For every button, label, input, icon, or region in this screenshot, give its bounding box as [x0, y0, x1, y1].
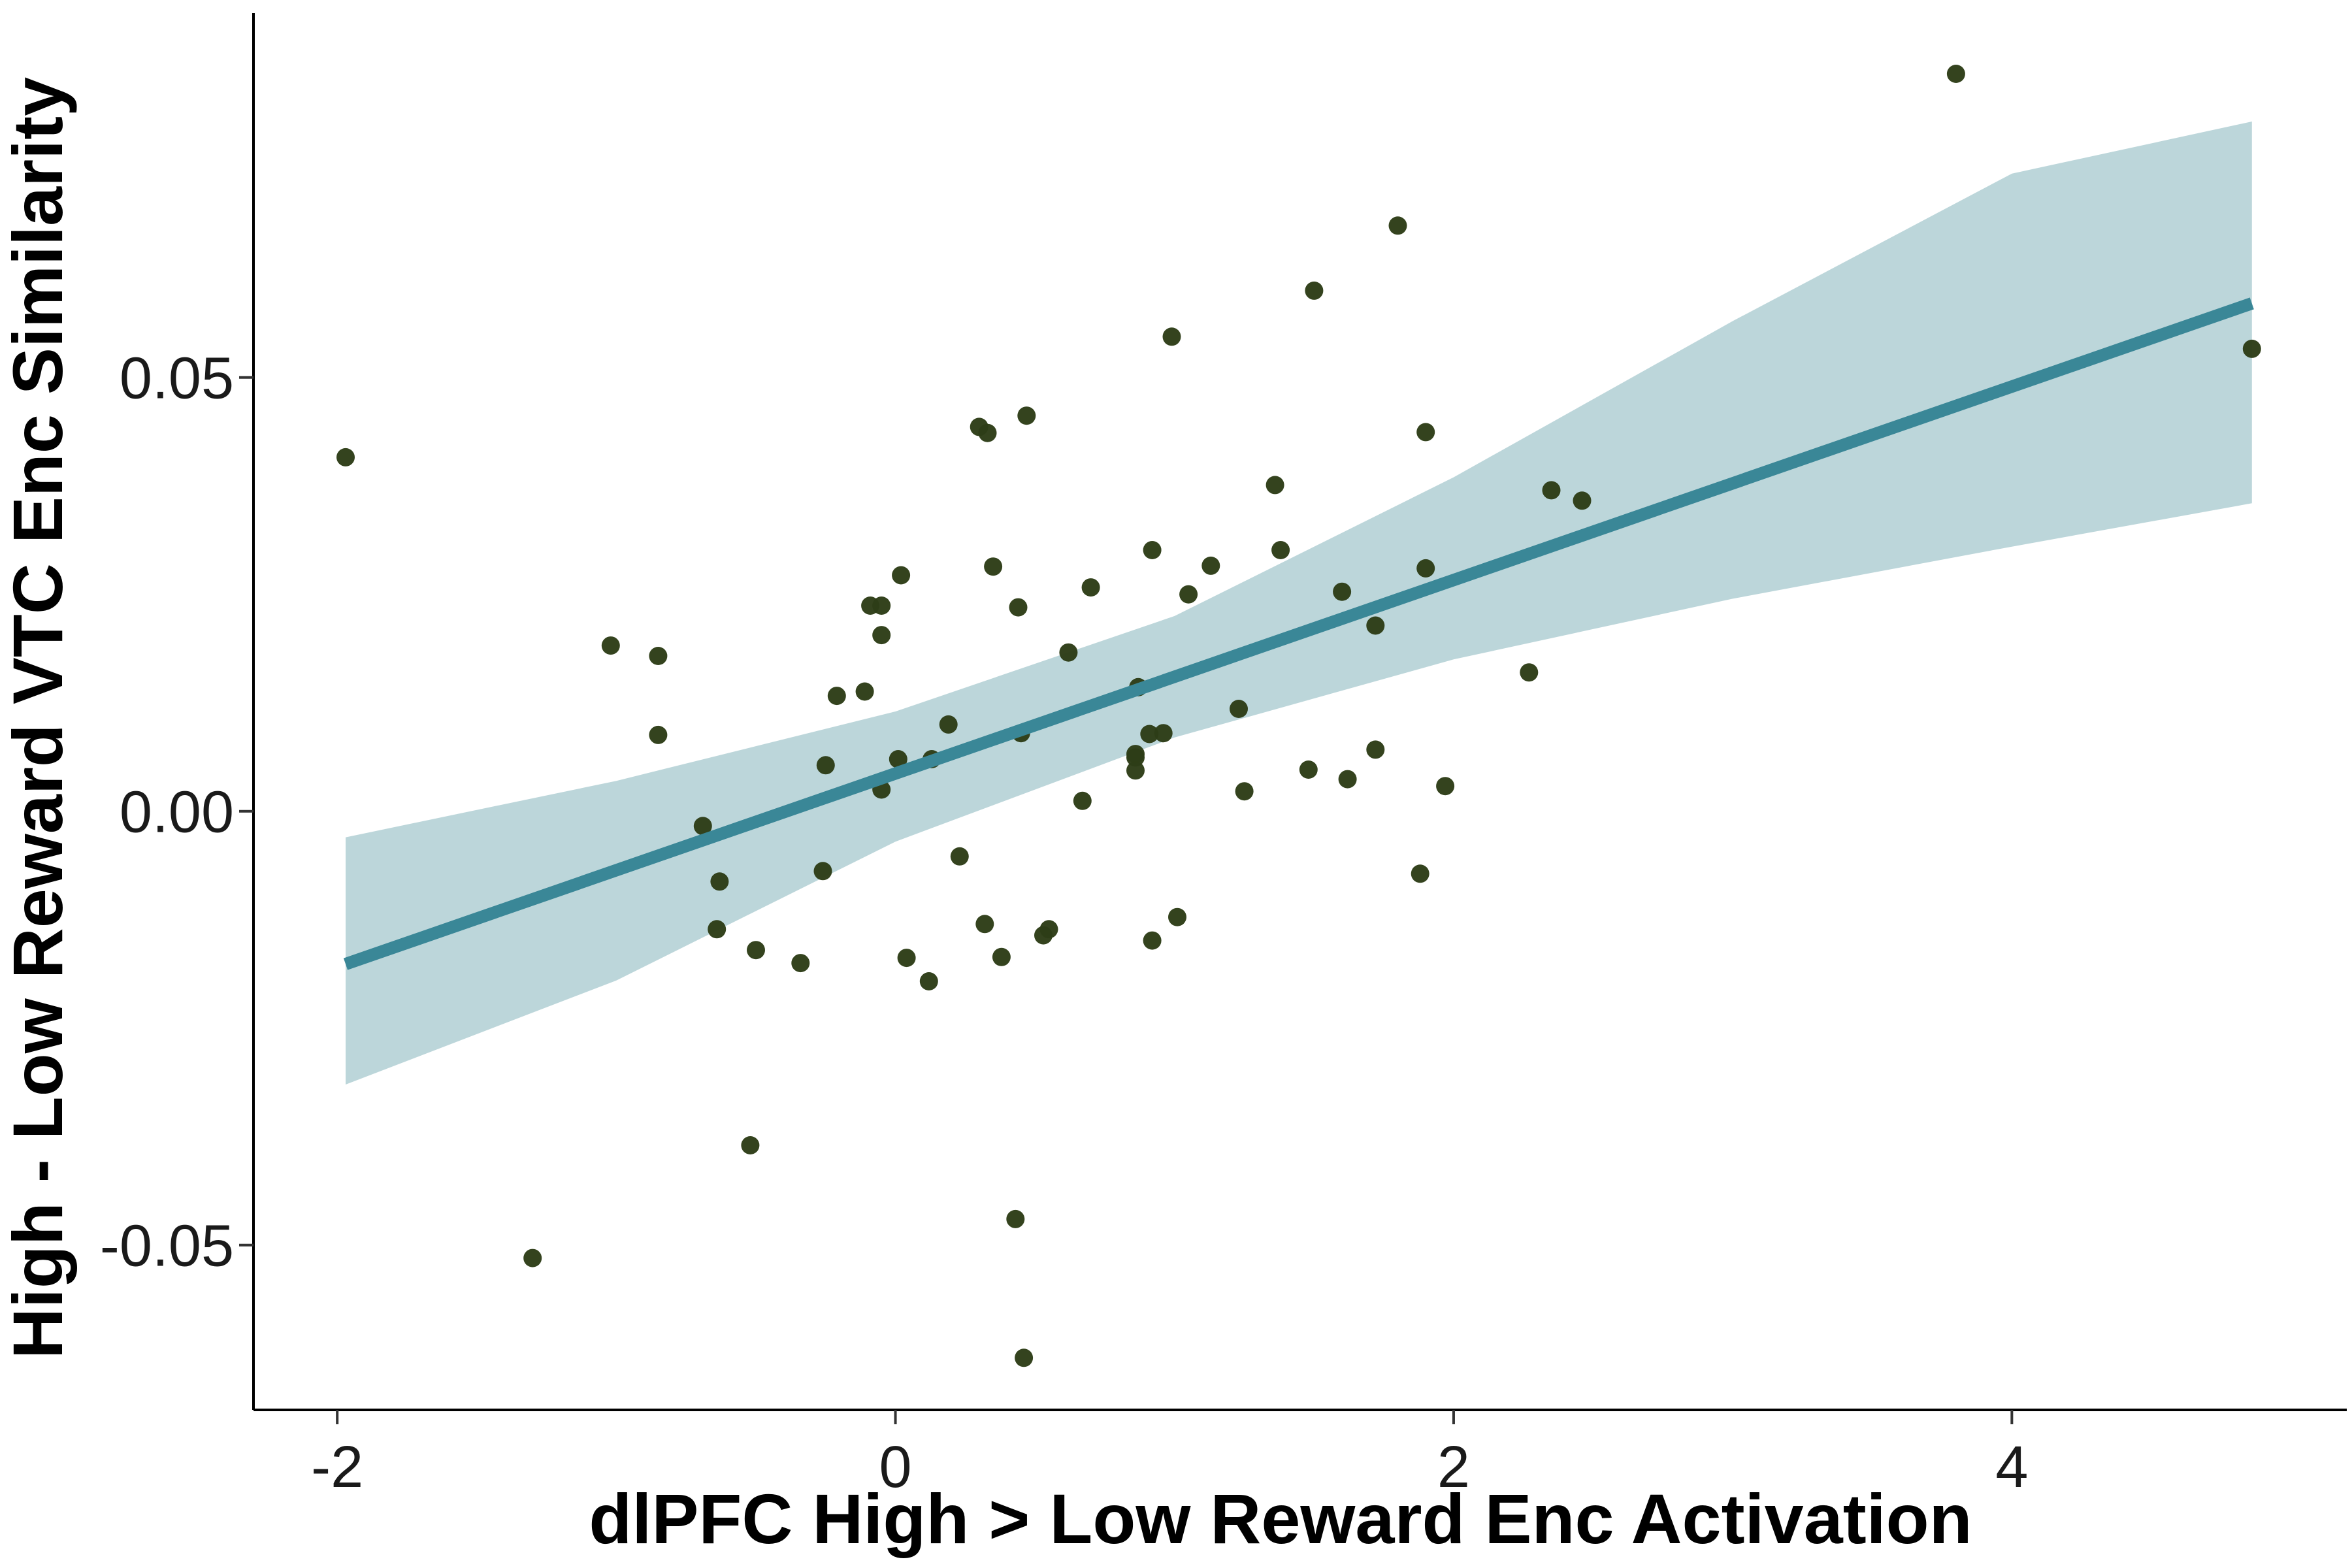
data-point [1338, 770, 1357, 789]
data-point [1388, 216, 1407, 235]
data-point [1542, 481, 1561, 500]
data-point [1299, 760, 1318, 779]
data-point [1201, 556, 1220, 575]
data-point [892, 566, 911, 585]
data-point [897, 949, 916, 968]
data-point [791, 954, 810, 973]
data-point [855, 682, 874, 701]
data-point [523, 1249, 542, 1267]
data-point [601, 636, 620, 655]
data-point [1179, 585, 1198, 604]
data-point [1162, 327, 1181, 346]
data-point [1366, 740, 1385, 759]
data-point [889, 750, 907, 768]
x-tick-label: 4 [1995, 1435, 2028, 1500]
data-point [939, 715, 958, 734]
data-point [1305, 281, 1324, 300]
data-point [1143, 541, 1162, 559]
data-point [649, 647, 668, 665]
data-point [649, 725, 668, 744]
data-point [1154, 724, 1173, 743]
data-point [1015, 1348, 1034, 1367]
data-point [1126, 748, 1145, 767]
data-point [1006, 1209, 1025, 1228]
data-point [816, 756, 835, 775]
data-point [813, 862, 832, 881]
data-point [1271, 541, 1290, 559]
data-point [984, 557, 1003, 576]
data-point [919, 972, 938, 990]
y-tick-label: -0.05 [100, 1214, 234, 1279]
data-point [975, 915, 994, 934]
data-point [950, 847, 969, 866]
data-point [1140, 725, 1159, 743]
data-point [2242, 339, 2261, 358]
data-point [1039, 920, 1058, 939]
confidence-ribbon [346, 122, 2252, 1085]
data-point [1081, 578, 1100, 597]
data-point [1946, 65, 1965, 83]
data-point [1416, 423, 1435, 442]
x-axis-ticks: -2 0 2 4 [311, 1410, 2028, 1500]
regression-line [343, 297, 2254, 970]
x-axis-title: dlPFC High > Low Reward Enc Activation [589, 1479, 1972, 1558]
data-point [1416, 559, 1435, 578]
data-point [747, 941, 765, 960]
data-point [872, 596, 891, 615]
data-point [1009, 598, 1028, 617]
data-point [1073, 791, 1092, 810]
data-point [1143, 931, 1162, 950]
data-point [1017, 406, 1036, 425]
data-point [1411, 864, 1429, 883]
data-point [710, 872, 729, 891]
data-point [1230, 700, 1248, 718]
data-point [708, 920, 727, 939]
data-point [1366, 616, 1385, 635]
data-point [1520, 663, 1539, 682]
data-point [1168, 907, 1186, 926]
data-point [872, 626, 891, 645]
x-tick-label: 2 [1437, 1435, 1470, 1500]
data-point [1573, 491, 1592, 510]
data-point [741, 1136, 760, 1154]
data-point [1235, 782, 1254, 801]
data-point [992, 947, 1011, 966]
data-point [978, 423, 997, 442]
data-point [827, 687, 846, 706]
y-tick-label: 0.05 [120, 346, 234, 412]
data-point [1059, 643, 1078, 662]
y-tick-label: 0.00 [120, 780, 234, 845]
data-point [336, 448, 355, 466]
data-point [693, 817, 712, 836]
x-tick-label: -2 [311, 1435, 363, 1500]
y-axis-title: High - Low Reward VTC Enc Similarity [0, 77, 77, 1359]
data-point [1436, 777, 1455, 796]
data-point [1333, 582, 1352, 601]
data-point [1266, 476, 1284, 495]
data-point [1126, 761, 1145, 780]
y-axis-ticks: -0.05 0.00 0.05 [100, 346, 253, 1279]
x-tick-label: 0 [879, 1435, 912, 1500]
